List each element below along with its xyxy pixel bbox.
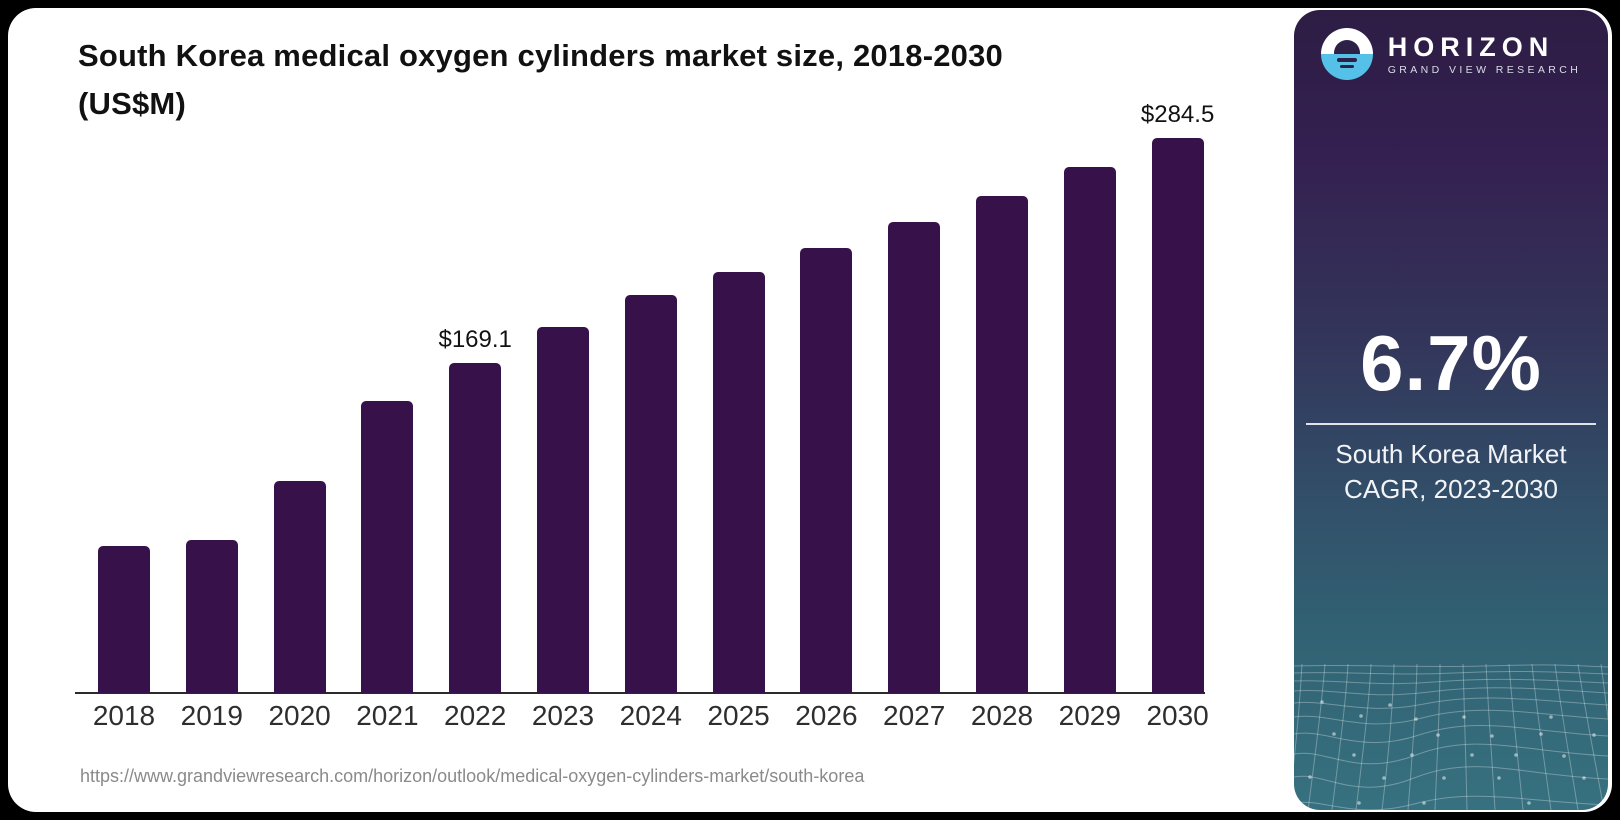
cagr-divider bbox=[1306, 423, 1596, 425]
x-tick-label-2029: 2029 bbox=[1058, 700, 1121, 731]
x-tick-label-2018: 2018 bbox=[92, 700, 156, 731]
bar-2027 bbox=[888, 222, 941, 693]
bar-value-label-2030: $284.5 bbox=[1140, 101, 1215, 128]
cagr-label-line2: CAGR, 2023-2030 bbox=[1344, 474, 1558, 504]
wireframe-landscape-decoration bbox=[1294, 663, 1608, 810]
x-tick-label-2020: 2020 bbox=[268, 700, 331, 731]
chart-title-line1: South Korea medical oxygen cylinders mar… bbox=[78, 38, 1003, 73]
cagr-value: 6.7% bbox=[1360, 319, 1542, 407]
chart-title-line2: (US$M) bbox=[78, 86, 186, 121]
bar-2024 bbox=[624, 295, 677, 693]
bar-value-label-2022: $169.1 bbox=[438, 326, 512, 353]
cagr-block: 6.7% South Korea Market CAGR, 2023-2030 bbox=[1294, 318, 1608, 507]
x-tick-label-2028: 2028 bbox=[970, 700, 1034, 731]
x-tick-label-2021: 2021 bbox=[356, 700, 419, 731]
bar-2018 bbox=[98, 546, 150, 693]
cagr-label: South Korea Market CAGR, 2023-2030 bbox=[1294, 437, 1608, 507]
x-tick-label-2026: 2026 bbox=[795, 700, 858, 731]
bar-2026 bbox=[800, 248, 853, 693]
logo-name: HORIZON bbox=[1387, 32, 1555, 62]
bar-2025 bbox=[712, 272, 765, 693]
x-tick-label-2023: 2023 bbox=[531, 700, 595, 731]
chart-title: South Korea medical oxygen cylinders mar… bbox=[78, 32, 1228, 128]
bar-2022 bbox=[449, 363, 502, 693]
bar-2028 bbox=[976, 196, 1028, 693]
x-axis-line bbox=[75, 692, 1205, 694]
x-tick-label-2019: 2019 bbox=[180, 700, 243, 731]
source-url: https://www.grandviewresearch.com/horizo… bbox=[80, 766, 865, 786]
bar-2019 bbox=[185, 540, 238, 693]
x-tick-label-2030: 2030 bbox=[1146, 700, 1209, 731]
bar-chart-plot: 2018 2019 2020 2021 2022 $169.1 2023 2024 2025 20… bbox=[8, 8, 1294, 812]
sunrise-circle-icon bbox=[1320, 28, 1373, 80]
x-tick-label-2024: 2024 bbox=[619, 700, 682, 731]
x-tick-label-2022: 2022 bbox=[444, 700, 507, 731]
bar-2020 bbox=[273, 481, 326, 693]
bar-2021 bbox=[361, 401, 414, 693]
sidebar-panel: HORIZON GRAND VIEW RESEARCH 6.7% South K… bbox=[1294, 10, 1608, 810]
cagr-label-line1: South Korea Market bbox=[1335, 439, 1567, 469]
bar-2023 bbox=[537, 327, 589, 693]
horizon-logo: HORIZON GRAND VIEW RESEARCH bbox=[1294, 28, 1608, 80]
bar-2030 bbox=[1151, 138, 1204, 693]
x-tick-label-2027: 2027 bbox=[883, 700, 946, 731]
bar-2029 bbox=[1063, 167, 1116, 693]
x-tick-label-2025: 2025 bbox=[707, 700, 770, 731]
logo-subtitle: GRAND VIEW RESEARCH bbox=[1387, 64, 1582, 76]
